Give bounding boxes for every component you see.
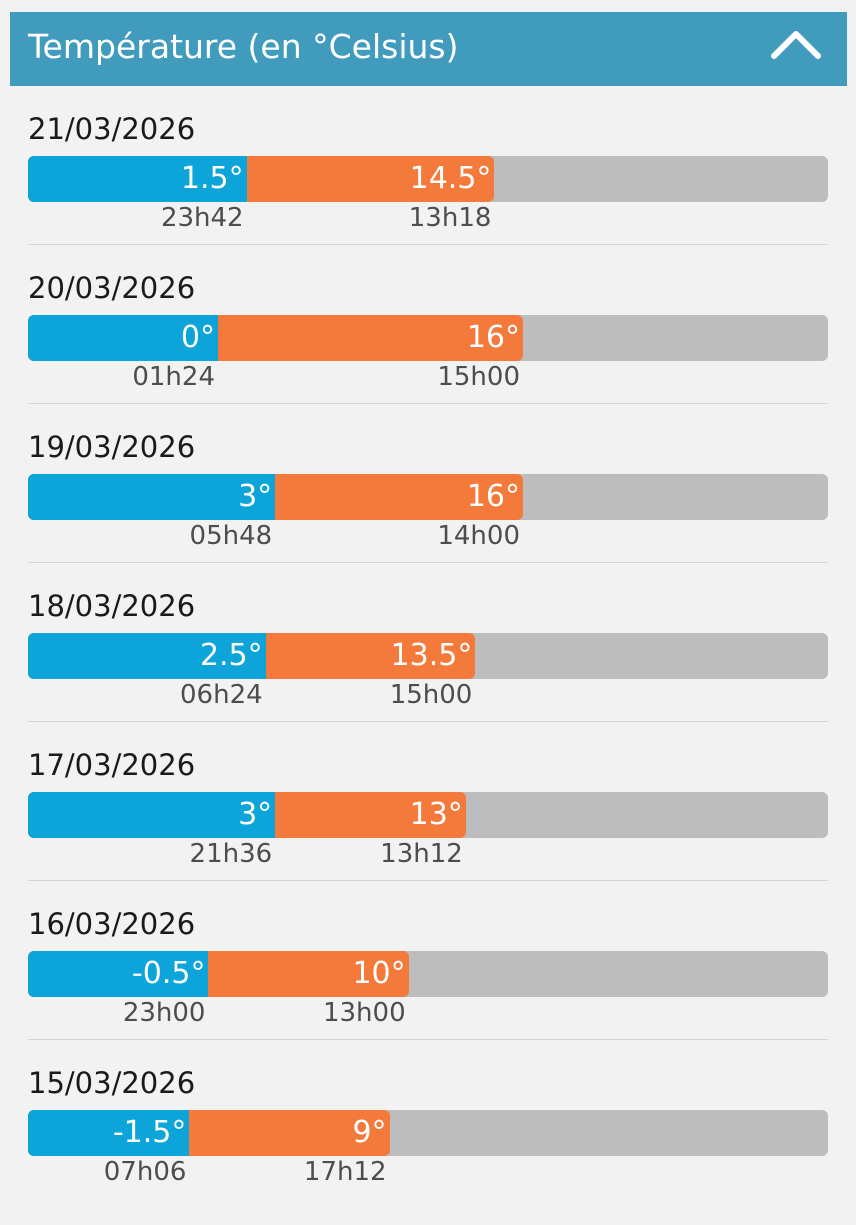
max-temp-time: 13h12 (380, 839, 463, 869)
row-divider (28, 1039, 828, 1040)
temperature-bar: 2.5° 13.5° (28, 633, 828, 679)
max-temp-value: 14.5° (409, 161, 492, 196)
day-date: 16/03/2026 (28, 907, 196, 941)
max-temp-value: 9° (352, 1115, 387, 1150)
day-row: 19/03/2026 3° 16° 05h48 14h00 (10, 430, 847, 589)
row-divider (28, 244, 828, 245)
day-row: 18/03/2026 2.5° 13.5° 06h24 15h00 (10, 589, 847, 748)
max-temp-value: 10° (352, 956, 406, 991)
min-temp-time: 23h42 (160, 203, 244, 233)
row-divider (28, 880, 828, 881)
day-date: 18/03/2026 (28, 589, 196, 623)
chevron-up-icon[interactable] (770, 28, 822, 60)
temperature-bar: 3° 13° (28, 792, 828, 838)
min-temp-value: 3° (238, 797, 273, 832)
min-temp-time: 23h00 (122, 998, 206, 1028)
max-temp-value: 16° (466, 479, 520, 514)
day-row: 15/03/2026 -1.5° 9° 07h06 17h12 (10, 1066, 847, 1225)
min-temp-time: 01h24 (132, 362, 215, 392)
row-divider (28, 721, 828, 722)
max-temp-time: 15h00 (389, 680, 473, 710)
min-temp-value: 1.5° (180, 161, 244, 196)
max-temp-time: 13h00 (322, 998, 406, 1028)
max-temp-time: 15h00 (437, 362, 520, 392)
temperature-bar: -1.5° 9° (28, 1110, 828, 1156)
max-temp-time: 17h12 (303, 1157, 387, 1187)
min-temp-value: 3° (238, 479, 273, 514)
temperature-bar: 1.5° 14.5° (28, 156, 828, 202)
max-temp-value: 13.5° (390, 638, 473, 673)
panel-title: Température (en °Celsius) (28, 27, 459, 66)
temperature-bar: 3° 16° (28, 474, 828, 520)
row-divider (28, 403, 828, 404)
min-temp-bar (28, 474, 276, 520)
temperature-bar: -0.5° 10° (28, 951, 828, 997)
min-temp-bar (28, 633, 266, 679)
min-temp-time: 21h36 (189, 839, 273, 869)
min-temp-value: 0° (180, 320, 215, 355)
max-temp-value: 16° (466, 320, 520, 355)
min-temp-bar (28, 951, 209, 997)
min-temp-bar (28, 315, 218, 361)
panel-header[interactable]: Température (en °Celsius) (10, 12, 847, 86)
max-temp-value: 13° (409, 797, 463, 832)
min-temp-value: -1.5° (112, 1115, 187, 1150)
min-temp-value: 2.5° (199, 638, 263, 673)
day-date: 17/03/2026 (28, 748, 196, 782)
min-temp-time: 06h24 (180, 680, 263, 710)
day-date: 15/03/2026 (28, 1066, 196, 1100)
day-row: 21/03/2026 1.5° 14.5° 23h42 13h18 (10, 112, 847, 271)
max-temp-time: 13h18 (408, 203, 492, 233)
min-temp-time: 05h48 (189, 521, 273, 551)
min-temp-bar (28, 156, 247, 202)
day-date: 19/03/2026 (28, 430, 196, 464)
day-date: 20/03/2026 (28, 271, 196, 305)
temperature-bar: 0° 16° (28, 315, 828, 361)
min-temp-bar (28, 1110, 190, 1156)
day-row: 16/03/2026 -0.5° 10° 23h00 13h00 (10, 907, 847, 1066)
min-temp-value: -0.5° (131, 956, 206, 991)
row-divider (28, 562, 828, 563)
day-row: 20/03/2026 0° 16° 01h24 15h00 (10, 271, 847, 430)
max-temp-time: 14h00 (437, 521, 520, 551)
min-temp-bar (28, 792, 276, 838)
day-date: 21/03/2026 (28, 112, 196, 146)
temperature-panel: Température (en °Celsius) 21/03/2026 1.5°… (10, 12, 847, 1200)
day-row: 17/03/2026 3° 13° 21h36 13h12 (10, 748, 847, 907)
min-temp-time: 07h06 (103, 1157, 187, 1187)
